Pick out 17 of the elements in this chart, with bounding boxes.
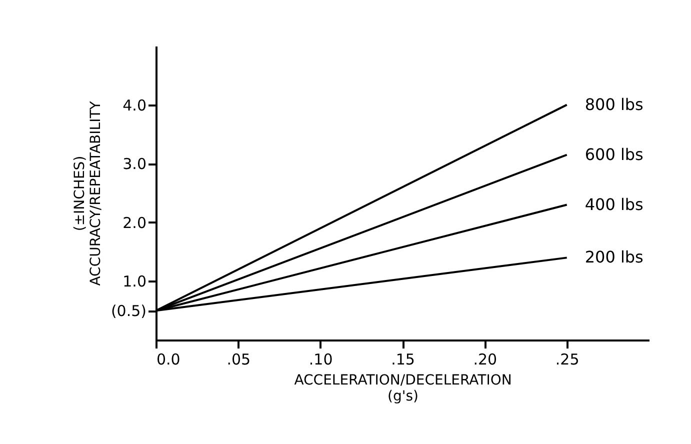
x-tick-label: .05	[226, 350, 251, 368]
x-tick-label: 0.0	[156, 350, 180, 368]
y-tick-label: 1.0	[122, 272, 146, 291]
y-tick-label: 3.0	[122, 155, 146, 174]
x-tick-label: .20	[473, 350, 498, 368]
x-tick-label: .10	[308, 350, 333, 368]
series-label: 600 lbs	[584, 144, 644, 164]
y-axis-title: (±INCHES) ACCURACY/REPEATABILITY	[72, 100, 104, 286]
y-tick-label: 2.0	[122, 214, 146, 232]
series-label: 800 lbs	[584, 94, 644, 114]
x-tick-label: .25	[555, 350, 580, 368]
y-tick-label: (0.5)	[110, 302, 146, 320]
x-axis-title: ACCELERATION/DECELERATION (g's)	[294, 372, 512, 404]
series-label: 200 lbs	[584, 248, 644, 267]
x-tick-label: .15	[391, 350, 415, 368]
y-tick-label: 4.0	[122, 96, 146, 114]
series-label: 400 lbs	[584, 194, 644, 214]
